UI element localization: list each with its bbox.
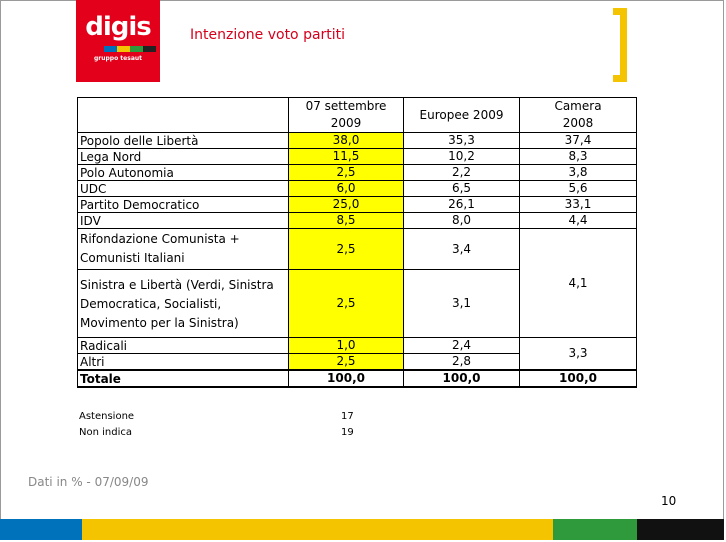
europee-value: 3,1 — [403, 269, 520, 338]
logo-subtext: gruppo tesaut — [93, 55, 143, 62]
sept-value: 2,5 — [288, 164, 404, 181]
results-table: 07 settembre 2009 Europee 2009 Camera 20… — [77, 97, 637, 388]
table-row: Partito Democratico 25,0 26,1 33,1 — [77, 196, 637, 213]
digis-logo: digis gruppo tesaut — [76, 0, 160, 82]
camera-value: 8,3 — [519, 148, 637, 165]
logo-stripe — [143, 46, 156, 52]
header-europee-2009: Europee 2009 — [403, 97, 520, 133]
europee-value: 2,8 — [403, 353, 520, 371]
source-note: Dati in % - 07/09/09 — [28, 475, 149, 489]
header-camera-line1: Camera — [554, 99, 602, 113]
sept-value: 8,5 — [288, 212, 404, 229]
party-name: Partito Democratico — [77, 196, 289, 213]
bottom-bar-segment — [82, 519, 553, 540]
total-camera: 100,0 — [519, 369, 637, 388]
header-party — [77, 97, 289, 133]
party-name: IDV — [77, 212, 289, 229]
camera-value: 37,4 — [519, 132, 637, 149]
party-name: Polo Autonomia — [77, 164, 289, 181]
bracket-decoration — [613, 8, 627, 82]
party-name: Altri — [77, 353, 289, 371]
party-name: Sinistra e Libertà (Verdi, Sinistra Demo… — [77, 269, 289, 338]
party-name: Radicali — [77, 337, 289, 354]
slide-title: Intenzione voto partiti — [190, 27, 346, 43]
party-name-line: Democratica, Socialisti, — [80, 297, 222, 311]
note-value: 19 — [341, 427, 354, 438]
logo-wordmark: digis — [85, 12, 152, 42]
europee-value: 2,4 — [403, 337, 520, 354]
table-row: Radicali 1,0 2,4 3,3 — [77, 337, 637, 371]
table-row: Sinistra e Libertà (Verdi, Sinistra Demo… — [77, 269, 637, 338]
camera-value: 33,1 — [519, 196, 637, 213]
page-number: 10 — [661, 494, 677, 508]
table-row: UDC 6,0 6,5 5,6 — [77, 180, 637, 197]
sept-value: 1,0 — [288, 337, 404, 354]
camera-combined-value: 3,3 — [519, 337, 637, 371]
total-row: Totale 100,0 100,0 100,0 — [77, 369, 637, 388]
europee-value: 6,5 — [403, 180, 520, 197]
europee-value: 3,4 — [403, 228, 520, 270]
logo-stripe — [104, 46, 117, 52]
notes-block: Astensione 17 Non indica 19 — [79, 409, 379, 441]
camera-combined-value: 4,1 — [519, 228, 637, 338]
party-name: Rifondazione Comunista + Comunisti Itali… — [77, 228, 289, 270]
europee-value: 8,0 — [403, 212, 520, 229]
header-sept-line1: 07 settembre — [305, 99, 387, 113]
header-camera-2008: Camera 2008 — [519, 97, 637, 133]
sept-value: 6,0 — [288, 180, 404, 197]
party-name-line: Movimento per la Sinistra) — [80, 316, 239, 330]
party-name-line: Rifondazione Comunista + — [80, 232, 240, 246]
note-row: Astensione 17 — [79, 409, 379, 425]
sept-value: 38,0 — [288, 132, 404, 149]
camera-value: 5,6 — [519, 180, 637, 197]
europee-value: 2,2 — [403, 164, 520, 181]
header-sept-line2: 2009 — [330, 116, 362, 130]
header-camera-line2: 2008 — [562, 116, 594, 130]
table-row: Rifondazione Comunista + Comunisti Itali… — [77, 228, 637, 338]
table-row: Popolo delle Libertà 38,0 35,3 37,4 — [77, 132, 637, 149]
sept-value: 2,5 — [288, 228, 404, 270]
table-row: IDV 8,5 8,0 4,4 — [77, 212, 637, 229]
logo-stripe — [117, 46, 130, 52]
party-name-line: Sinistra e Libertà (Verdi, Sinistra — [80, 278, 274, 292]
logo-color-stripes — [104, 46, 156, 52]
note-row: Non indica 19 — [79, 425, 379, 441]
note-label: Astensione — [79, 411, 135, 422]
europee-value: 35,3 — [403, 132, 520, 149]
sept-value: 2,5 — [288, 353, 404, 371]
bottom-bar-segment — [637, 519, 724, 540]
total-label: Totale — [77, 369, 289, 388]
europee-value: 26,1 — [403, 196, 520, 213]
sept-value: 25,0 — [288, 196, 404, 213]
table-header-row: 07 settembre 2009 Europee 2009 Camera 20… — [77, 97, 637, 133]
camera-value: 4,4 — [519, 212, 637, 229]
camera-value: 3,8 — [519, 164, 637, 181]
note-value: 17 — [341, 411, 354, 422]
party-name: UDC — [77, 180, 289, 197]
bottom-color-bar — [0, 519, 724, 540]
party-name: Lega Nord — [77, 148, 289, 165]
party-name-line: Comunisti Italiani — [80, 251, 185, 265]
sept-value: 2,5 — [288, 269, 404, 338]
header-sept-2009: 07 settembre 2009 — [288, 97, 404, 133]
table-row: Altri 2,5 2,8 — [77, 353, 637, 371]
party-name: Popolo delle Libertà — [77, 132, 289, 149]
bottom-bar-segment — [553, 519, 637, 540]
bottom-bar-segment — [0, 519, 82, 540]
total-europee: 100,0 — [403, 369, 520, 388]
total-sept: 100,0 — [288, 369, 404, 388]
note-label: Non indica — [79, 427, 132, 438]
table-row: Polo Autonomia 2,5 2,2 3,8 — [77, 164, 637, 181]
europee-value: 10,2 — [403, 148, 520, 165]
sept-value: 11,5 — [288, 148, 404, 165]
logo-stripe — [130, 46, 143, 52]
table-row: Lega Nord 11,5 10,2 8,3 — [77, 148, 637, 165]
